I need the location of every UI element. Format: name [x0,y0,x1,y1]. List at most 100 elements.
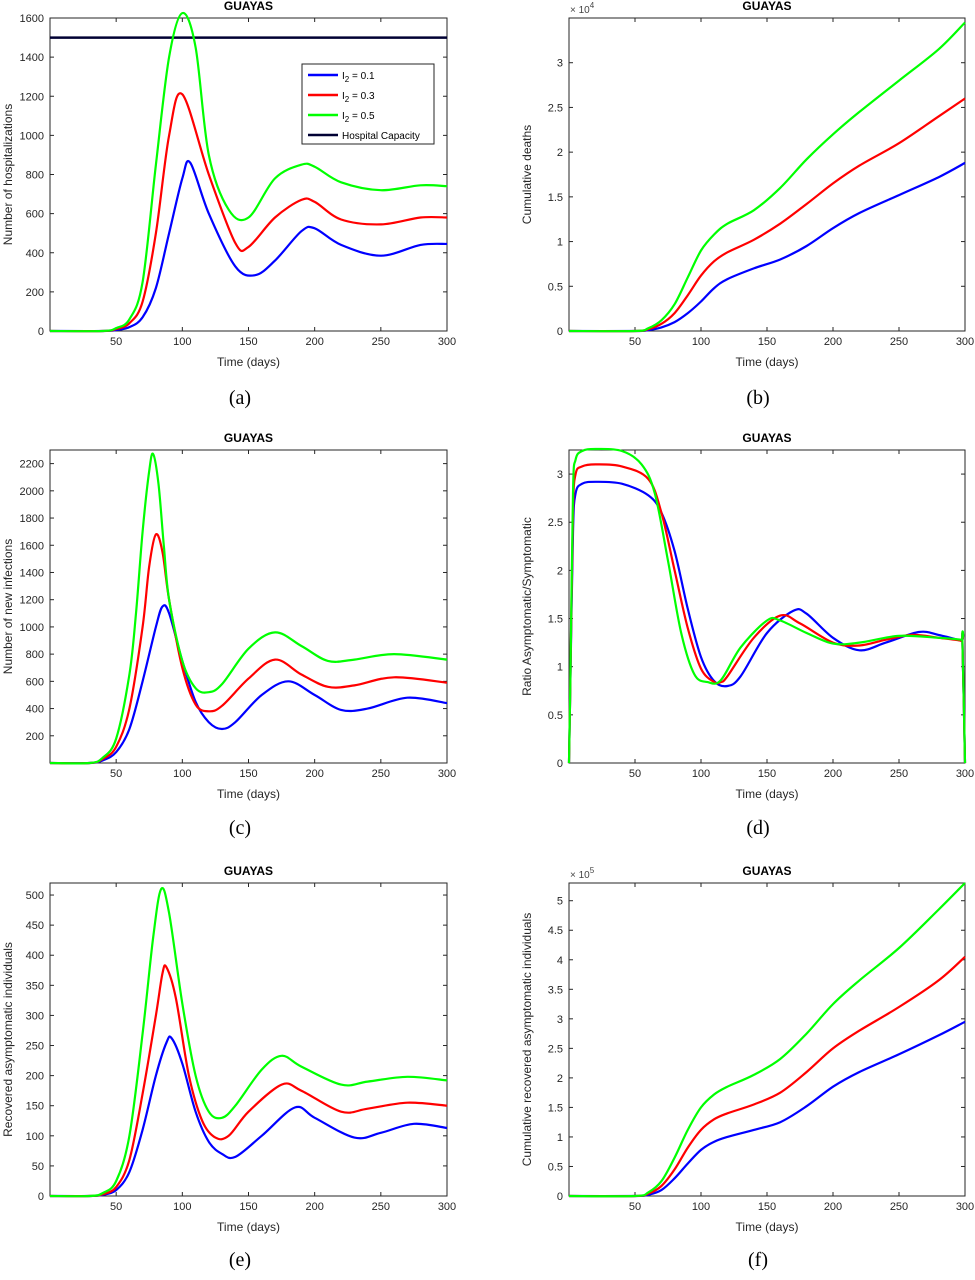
series-line-2 [49,964,448,1198]
legend-label-sub: 2 [345,115,350,124]
y-tick-label: 1800 [20,513,44,525]
panel-caption: (b) [746,387,769,409]
y-tick-label: 0 [557,1191,563,1203]
y-tick-label: 400 [26,950,44,962]
y-axis-label: Cumulative deaths [520,125,534,224]
legend-label-2: I2 = 0.3 [342,91,375,104]
y-tick-label: 1200 [20,595,44,607]
x-tick-label: 150 [239,1201,257,1213]
x-tick-label: 50 [110,768,122,780]
y-tick-label: 1.5 [548,1102,563,1114]
y-tick-label: 5 [557,896,563,908]
x-tick-label: 250 [890,336,908,348]
series-line-2 [49,92,448,333]
y-tick-label: 1.5 [548,192,563,204]
y-tick-label: 1.5 [548,614,563,626]
y-tick-label: 800 [26,649,44,661]
x-tick-label: 200 [824,1201,842,1213]
chart-title: GUAYAS [224,431,273,445]
y-tick-label: 1400 [20,52,44,64]
y-tick-label: 350 [26,980,44,992]
y-tick-label: 2 [557,147,563,159]
chart-title: GUAYAS [224,0,273,13]
x-tick-label: 100 [692,768,710,780]
y-tick-label: 300 [26,1010,44,1022]
x-tick-label: 100 [173,1201,191,1213]
y-tick-label: 0 [38,1191,44,1203]
exponent-power: 4 [590,1,595,10]
x-axis-label: Time (days) [736,787,799,801]
chart-title: GUAYAS [224,864,273,878]
series-line-3 [568,882,966,1198]
y-tick-label: 2.5 [548,102,563,114]
x-tick-label: 50 [629,768,641,780]
x-tick-label: 200 [305,1201,323,1213]
y-tick-label: 150 [26,1101,44,1113]
x-tick-label: 200 [824,336,842,348]
y-tick-label: 4 [557,955,563,967]
axis-exponent: × 104 [570,1,595,16]
x-tick-label: 50 [110,1201,122,1213]
y-tick-label: 400 [26,704,44,716]
legend-label-main: I [342,111,345,122]
y-tick-label: 600 [26,676,44,688]
series-line-1 [49,160,448,333]
series-line-3 [49,887,448,1198]
y-tick-label: 0.5 [548,1161,563,1173]
chart-b: 50 100 150 200 250 300 0 0.5 1 1.5 2 2.5 3 × 104 GUAYA… [520,0,974,409]
x-axis-label: Time (days) [217,787,280,801]
panel-caption: (e) [229,1249,251,1271]
x-tick-label: 250 [372,1201,390,1213]
y-tick-label: 50 [32,1161,44,1173]
y-tick-label: 1 [557,1132,563,1144]
legend-label-3: I2 = 0.5 [342,111,375,124]
y-tick-label: 2.5 [548,517,563,529]
chart-f: 50 100 150 200 250 30000.511.522.533.544.55× … [520,864,974,1271]
y-tick-label: 3 [557,1014,563,1026]
panel-caption: (a) [229,387,251,409]
chart-title: GUAYAS [742,864,791,878]
x-tick-label: 150 [239,336,257,348]
legend-label-1: I2 = 0.1 [342,71,375,84]
plot-area [568,17,966,332]
y-tick-label: 250 [26,1041,44,1053]
y-tick-label: 1600 [20,540,44,552]
y-axis-label: Cumulative recovered asymptomatic indivi… [520,913,534,1166]
x-tick-label: 300 [438,1201,456,1213]
panel-caption: (d) [746,817,769,839]
x-tick-label: 200 [305,768,323,780]
x-tick-label: 300 [438,336,456,348]
x-tick-label: 250 [890,768,908,780]
legend-label-value: = 0.1 [349,71,375,82]
chart-title: GUAYAS [742,0,791,13]
plot-area [568,449,966,764]
y-tick-label: 1000 [20,622,44,634]
panel-caption: (c) [229,817,251,839]
chart-c: 50 100 150 200 250 300 200 400 600 800 1000 1200 140… [1,431,456,839]
x-tick-label: 250 [372,336,390,348]
x-tick-label: 100 [173,768,191,780]
x-tick-label: 50 [110,336,122,348]
y-tick-label: 1600 [20,13,44,25]
exponent-base: × 10 [570,5,590,16]
x-tick-label: 150 [758,768,776,780]
y-tick-label: 600 [26,209,44,221]
y-tick-label: 1 [557,237,563,249]
exponent-power: 5 [590,866,595,875]
series-line-1 [568,161,966,333]
x-tick-label: 100 [173,336,191,348]
legend-label-main: I [342,91,345,102]
legend-label-sub: 2 [345,75,350,84]
x-tick-label: 300 [438,768,456,780]
y-tick-label: 100 [26,1131,44,1143]
y-tick-label: 450 [26,920,44,932]
x-tick-label: 100 [692,336,710,348]
legend-label-value: = 0.5 [349,111,375,122]
chart-e: 50 100 150 200 250 300 0 50 100 150 200 250 300 350 40… [1,864,456,1271]
legend-box [301,63,435,145]
series-line-2 [568,97,966,333]
x-tick-label: 50 [629,1201,641,1213]
plot-area [49,882,448,1197]
series-line-3 [568,21,966,333]
